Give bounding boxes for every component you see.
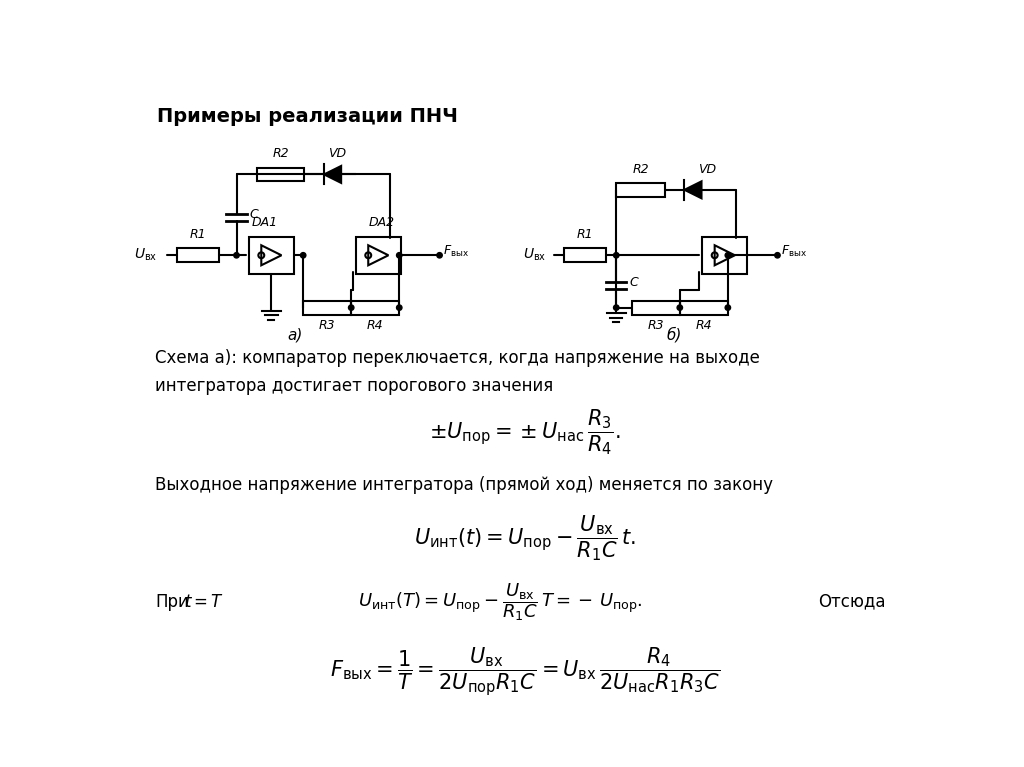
Circle shape — [775, 252, 780, 258]
Bar — [632, 301, 680, 314]
Circle shape — [613, 252, 618, 258]
Text: R1: R1 — [189, 229, 206, 242]
Circle shape — [437, 252, 442, 258]
Bar — [257, 167, 304, 181]
Text: Примеры реализации ПНЧ: Примеры реализации ПНЧ — [158, 107, 459, 127]
Circle shape — [725, 252, 730, 258]
Text: а): а) — [287, 328, 302, 343]
Text: При: При — [155, 593, 188, 611]
Text: $\pm U_{\rm пор} = \pm U_{\rm нас}\,\dfrac{R_3}{R_4}.$: $\pm U_{\rm пор} = \pm U_{\rm нас}\,\dfr… — [429, 407, 621, 457]
Text: б): б) — [667, 328, 682, 343]
Bar — [177, 249, 219, 262]
Text: R3: R3 — [647, 319, 665, 332]
Polygon shape — [324, 166, 341, 183]
Text: VD: VD — [698, 163, 716, 176]
Text: VD: VD — [328, 147, 346, 160]
Polygon shape — [684, 181, 701, 199]
Circle shape — [725, 305, 730, 311]
Text: $F_{\rm вых} = \dfrac{1}{T} = \dfrac{U_{\rm вх}}{2U_{\rm пор}R_1 C} = U_{\rm вх}: $F_{\rm вых} = \dfrac{1}{T} = \dfrac{U_{… — [330, 644, 720, 697]
Text: Выходное напряжение интегратора (прямой ход) меняется по закону: Выходное напряжение интегратора (прямой … — [155, 476, 773, 494]
Text: R4: R4 — [695, 319, 712, 332]
Text: C: C — [250, 208, 258, 221]
Text: DA2: DA2 — [369, 216, 395, 229]
Text: R3: R3 — [318, 319, 336, 332]
Text: $U_{\rm вх}$: $U_{\rm вх}$ — [523, 247, 547, 264]
Circle shape — [300, 252, 306, 258]
Bar — [680, 301, 728, 314]
Text: R2: R2 — [272, 147, 289, 160]
Text: $U_{\rm вх}$: $U_{\rm вх}$ — [134, 247, 158, 264]
Circle shape — [677, 305, 683, 311]
Bar — [351, 301, 399, 314]
Circle shape — [396, 252, 402, 258]
Circle shape — [396, 305, 402, 311]
Text: интегратора достигает порогового значения: интегратора достигает порогового значени… — [155, 377, 553, 395]
Text: Схема а): компаратор переключается, когда напряжение на выходе: Схема а): компаратор переключается, когд… — [155, 349, 760, 367]
Text: Отсюда: Отсюда — [818, 593, 886, 611]
Text: C: C — [630, 275, 638, 288]
Bar — [616, 183, 665, 197]
Bar — [564, 249, 606, 262]
Circle shape — [348, 305, 354, 311]
Bar — [303, 301, 351, 314]
Circle shape — [233, 252, 240, 258]
Text: $F_{\rm вых}$: $F_{\rm вых}$ — [781, 244, 808, 259]
Text: $U_{\rm инт}(t) = U_{\rm пор} - \dfrac{U_{\rm вх}}{R_1 C}\,t.$: $U_{\rm инт}(t) = U_{\rm пор} - \dfrac{U… — [414, 514, 636, 564]
Bar — [249, 237, 294, 274]
Text: $U_{\rm инт}(T) = U_{\rm пор} - \dfrac{U_{\rm вх}}{R_1 C}\,T = -\,U_{\rm пор}.$: $U_{\rm инт}(T) = U_{\rm пор} - \dfrac{U… — [357, 581, 642, 623]
Bar — [356, 237, 400, 274]
Text: $t = T$: $t = T$ — [183, 593, 224, 611]
Text: R1: R1 — [577, 229, 594, 242]
Text: DA1: DA1 — [252, 216, 279, 229]
Text: R4: R4 — [367, 319, 384, 332]
Text: R2: R2 — [633, 163, 649, 176]
Bar — [702, 237, 748, 274]
Circle shape — [613, 305, 618, 311]
Text: $F_{\rm вых}$: $F_{\rm вых}$ — [443, 244, 470, 259]
